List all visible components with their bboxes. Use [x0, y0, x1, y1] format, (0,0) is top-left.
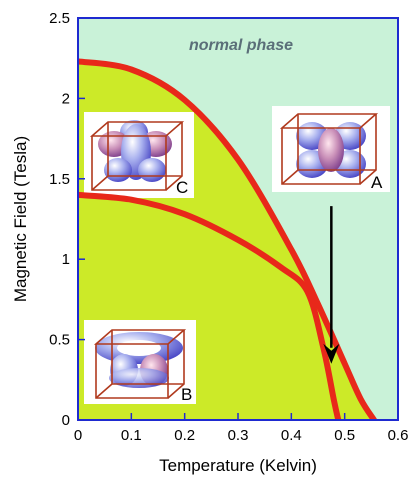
x-axis-title: Temperature (Kelvin) — [159, 456, 317, 475]
inset-a-cube-icon — [279, 113, 379, 185]
y-tick-label: 1.5 — [49, 171, 70, 188]
y-axis-title: Magnetic Field (Tesla) — [11, 136, 30, 302]
phase-boundary-line-1 — [78, 58, 377, 420]
inset-b-cube-icon — [93, 329, 187, 399]
x-tick-label: 0.6 — [388, 427, 409, 444]
x-tick-label: 0.3 — [228, 427, 249, 444]
normal-phase-label: normal phase — [189, 37, 293, 54]
inset-b-label: B — [181, 385, 192, 404]
x-tick-label: 0.5 — [334, 427, 355, 444]
y-tick-label: 2.5 — [49, 10, 70, 27]
x-axis-ticks: 0 0.1 0.2 0.3 0.4 0.5 0.6 — [74, 413, 409, 444]
inset-a: A — [272, 106, 390, 192]
arrow-head-icon — [323, 343, 340, 364]
inset-b: B — [84, 320, 196, 404]
x-tick-label: 0.4 — [281, 427, 302, 444]
inset-a-label: A — [371, 173, 383, 192]
x-tick-label: 0 — [74, 427, 82, 444]
y-tick-label: 0 — [62, 412, 70, 429]
y-axis-ticks: 0 0.5 1 1.5 2 2.5 — [49, 10, 85, 429]
phase-boundary-line-2 — [78, 191, 342, 420]
field-sweep-arrow — [323, 206, 340, 364]
inset-c: C — [84, 112, 194, 198]
inset-c-label: C — [176, 178, 188, 197]
phase-boundaries — [78, 58, 377, 420]
y-tick-label: 0.5 — [49, 332, 70, 349]
inset-c-order-parameter-icon — [98, 120, 172, 182]
x-tick-label: 0.2 — [174, 427, 195, 444]
inset-c-cube-icon — [89, 121, 185, 191]
y-tick-label: 2 — [62, 90, 70, 107]
inset-b-order-parameter-icon — [95, 332, 183, 388]
x-tick-label: 0.1 — [121, 427, 142, 444]
inset-a-order-parameter-icon — [296, 122, 366, 178]
y-tick-label: 1 — [62, 251, 70, 268]
